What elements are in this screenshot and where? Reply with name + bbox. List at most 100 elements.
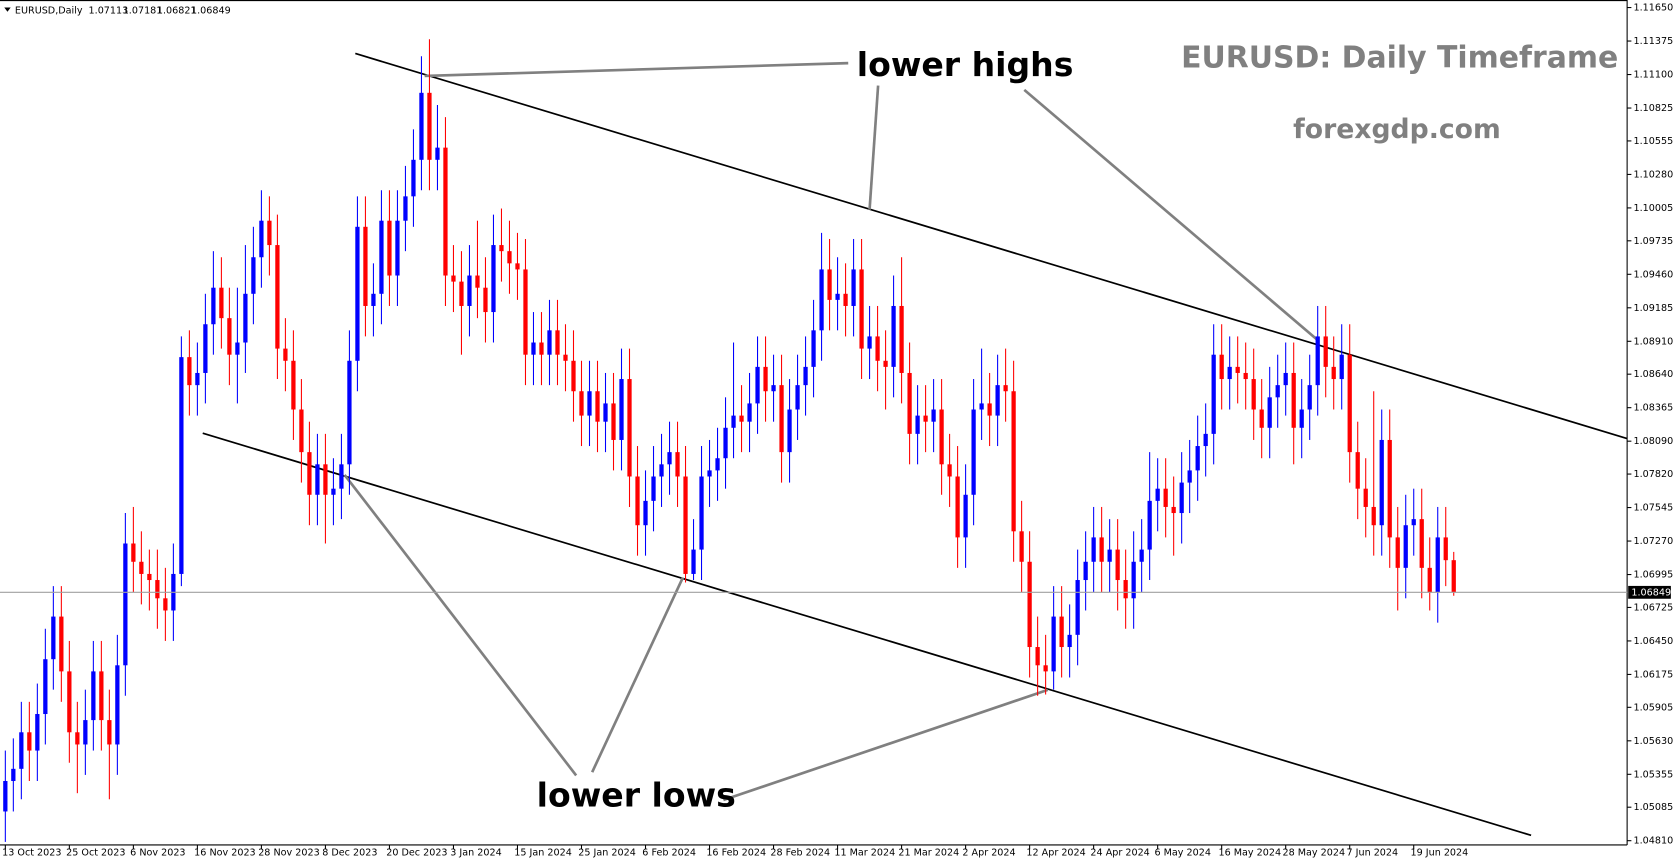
candle-body bbox=[371, 293, 376, 306]
x-tick-label: 7 Jun 2024 bbox=[1347, 847, 1399, 858]
annotation-lower-highs: lower highs bbox=[857, 45, 1074, 84]
candle-body bbox=[1123, 580, 1128, 599]
y-tick-label: 1.08090 bbox=[1634, 436, 1673, 447]
candle-body bbox=[1331, 366, 1336, 380]
candle-body bbox=[811, 330, 816, 367]
y-tick-label: 1.11650 bbox=[1634, 3, 1673, 14]
candle-body bbox=[499, 245, 504, 252]
y-tick-label: 1.06175 bbox=[1634, 669, 1673, 680]
header-open: 1.07113 bbox=[89, 6, 129, 17]
candle-body bbox=[1195, 446, 1200, 471]
candle-body bbox=[1091, 537, 1096, 562]
candle-body bbox=[1067, 634, 1072, 648]
candle-body bbox=[827, 269, 832, 300]
candle-body bbox=[139, 561, 144, 574]
candle-body bbox=[611, 403, 616, 440]
candle-body bbox=[35, 714, 40, 751]
x-tick-label: 28 Nov 2023 bbox=[258, 847, 319, 858]
candle-body bbox=[883, 360, 888, 367]
candle-body bbox=[1219, 354, 1224, 380]
candle-body bbox=[803, 366, 808, 386]
candle-body bbox=[579, 391, 584, 416]
candle-body bbox=[723, 427, 728, 459]
x-tick-label: 6 Feb 2024 bbox=[642, 847, 696, 858]
candle-body bbox=[363, 226, 368, 306]
candle-body bbox=[1171, 506, 1176, 514]
chart-title: EURUSD: Daily Timeframe bbox=[1181, 40, 1618, 75]
candle-body bbox=[1035, 647, 1040, 666]
candle-body bbox=[1139, 549, 1144, 562]
lower-channel-line bbox=[202, 432, 1532, 837]
candle-body bbox=[587, 391, 592, 416]
y-tick-label: 1.08910 bbox=[1634, 336, 1673, 347]
candle-body bbox=[955, 476, 960, 538]
candle-body bbox=[763, 366, 768, 392]
candle-body bbox=[939, 409, 944, 465]
x-tick-label: 3 Jan 2024 bbox=[450, 847, 501, 858]
candle-body bbox=[539, 342, 544, 355]
y-tick-label: 1.08640 bbox=[1634, 369, 1673, 380]
annotation-lines bbox=[202, 52, 1628, 837]
menu-arrow bbox=[4, 7, 11, 12]
candle-body bbox=[659, 464, 664, 477]
candle-body bbox=[323, 464, 328, 495]
candle-body bbox=[675, 452, 680, 477]
candle-body bbox=[571, 360, 576, 392]
x-tick-label: 20 Dec 2023 bbox=[386, 847, 447, 858]
x-tick-label: 25 Jan 2024 bbox=[578, 847, 636, 858]
x-tick-label: 16 May 2024 bbox=[1218, 847, 1281, 858]
candle-body bbox=[1155, 488, 1160, 501]
candle-body bbox=[867, 336, 872, 349]
candle-body bbox=[923, 415, 928, 422]
candle-body bbox=[299, 409, 304, 453]
candle-body bbox=[475, 275, 480, 288]
candle-body bbox=[11, 768, 16, 782]
candle-body bbox=[1115, 549, 1120, 581]
candle-body bbox=[1083, 561, 1088, 581]
candle-body bbox=[51, 616, 56, 660]
candle-body bbox=[683, 476, 688, 574]
candle-body bbox=[411, 159, 416, 197]
candle-body bbox=[331, 488, 336, 495]
candle-body bbox=[859, 269, 864, 349]
y-tick-label: 1.05905 bbox=[1634, 702, 1673, 713]
pointer-line bbox=[868, 85, 880, 210]
candle-body bbox=[1299, 409, 1304, 428]
candle-body bbox=[427, 92, 432, 160]
y-tick-label: 1.10005 bbox=[1634, 203, 1673, 214]
pointer-line bbox=[590, 576, 685, 773]
candle-body bbox=[715, 458, 720, 471]
candle-body bbox=[435, 147, 440, 160]
candle-body bbox=[1235, 366, 1240, 373]
candle-body bbox=[1275, 385, 1280, 398]
candle-body bbox=[851, 269, 856, 306]
candle-body bbox=[91, 671, 96, 721]
candle-body bbox=[1011, 391, 1016, 532]
candle-body bbox=[747, 403, 752, 422]
y-tick-label: 1.08365 bbox=[1634, 403, 1673, 414]
x-tick-label: 2 Apr 2024 bbox=[962, 847, 1015, 858]
candle-body bbox=[1107, 549, 1112, 562]
candle-body bbox=[1291, 372, 1296, 428]
y-tick-label: 1.06450 bbox=[1634, 636, 1673, 647]
y-tick-label: 1.09185 bbox=[1634, 303, 1673, 314]
candle-body bbox=[891, 305, 896, 367]
symbol-label: EURUSD,Daily bbox=[15, 6, 83, 17]
candle-body bbox=[283, 348, 288, 361]
candle-body bbox=[147, 573, 152, 581]
candle-body bbox=[995, 385, 1000, 416]
y-tick-label: 1.10825 bbox=[1634, 103, 1673, 114]
candle-body bbox=[219, 287, 224, 319]
candle-body bbox=[875, 336, 880, 361]
candle-body bbox=[1051, 616, 1056, 672]
candle-body bbox=[75, 732, 80, 745]
candle-body bbox=[83, 720, 88, 745]
x-tick-label: 13 Oct 2023 bbox=[2, 847, 61, 858]
pointer-line bbox=[424, 61, 849, 78]
candle-body bbox=[131, 543, 136, 562]
candle-body bbox=[211, 287, 216, 325]
candle-body bbox=[627, 379, 632, 477]
x-tick-label: 16 Feb 2024 bbox=[706, 847, 766, 858]
candle-body bbox=[491, 245, 496, 313]
